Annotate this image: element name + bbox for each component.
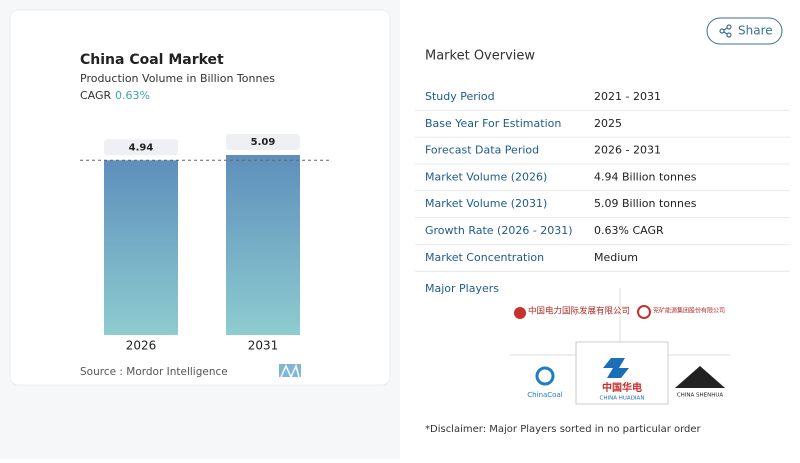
value-label: 4.94 xyxy=(129,142,154,153)
source-logo xyxy=(279,363,301,379)
cagr-label: CAGR xyxy=(80,89,112,102)
disclaimer: *Disclaimer: Major Players sorted in no … xyxy=(425,424,702,435)
row-value: 2025 xyxy=(594,117,622,130)
logo-text: 中国电力国际发展有限公司 xyxy=(528,306,630,317)
row-bg xyxy=(415,244,790,271)
row-bg xyxy=(415,84,790,110)
logo-icon xyxy=(675,366,725,388)
overview-title: Market Overview xyxy=(425,49,535,64)
bar xyxy=(104,160,178,335)
row-bg xyxy=(415,218,790,244)
share-button[interactable] xyxy=(706,17,783,45)
logo-text: 兖矿能源集团股份有限公司 xyxy=(653,307,725,315)
chart-subtitle: Production Volume in Billion Tonnes xyxy=(80,72,275,85)
logo-text: ChinaCoal xyxy=(527,391,562,399)
row-value: 2021 - 2031 xyxy=(594,90,661,103)
row-value: Medium xyxy=(594,251,638,264)
logo-icon xyxy=(535,366,555,386)
logo-text: 中国华电 xyxy=(602,381,642,394)
value-label-bg xyxy=(104,139,178,156)
chart-title: China Coal Market xyxy=(80,52,224,68)
row-label: Forecast Data Period xyxy=(425,144,539,157)
source: Source : Mordor Intelligence xyxy=(80,366,228,378)
row-label: Growth Rate (2026 - 2031) xyxy=(425,224,573,237)
x-tick-label: 2031 xyxy=(248,339,279,353)
row-bg xyxy=(415,164,790,191)
x-tick-label: 2026 xyxy=(126,339,157,353)
logo-icon xyxy=(637,305,651,319)
share-icon[interactable] xyxy=(719,24,732,38)
row-bg xyxy=(415,191,790,218)
cagr-value: 0.63% xyxy=(115,89,150,102)
row-value: 5.09 Billion tonnes xyxy=(594,197,697,210)
row-value: 2026 - 2031 xyxy=(594,144,661,157)
row-bg xyxy=(415,110,790,137)
row-bg xyxy=(415,137,790,164)
value-label-bg xyxy=(226,134,300,150)
row-label: Study Period xyxy=(425,90,495,103)
row-value: 4.94 Billion tonnes xyxy=(594,170,697,183)
logo-text: CHINA SHENHUA xyxy=(677,393,724,399)
bar xyxy=(226,155,300,335)
row-label: Market Concentration xyxy=(425,251,544,264)
players-title: Major Players xyxy=(425,282,499,295)
logo-icon xyxy=(514,307,526,319)
logo-icon xyxy=(603,358,629,378)
row-label: Market Volume (2031) xyxy=(425,197,547,210)
row-value: 0.63% CAGR xyxy=(594,224,664,237)
value-label: 5.09 xyxy=(251,137,276,148)
row-label: Base Year For Estimation xyxy=(425,117,561,130)
share-label[interactable]: Share xyxy=(738,24,773,38)
logo-text: CHINA HUADIAN xyxy=(600,396,645,402)
row-label: Market Volume (2026) xyxy=(425,170,547,183)
